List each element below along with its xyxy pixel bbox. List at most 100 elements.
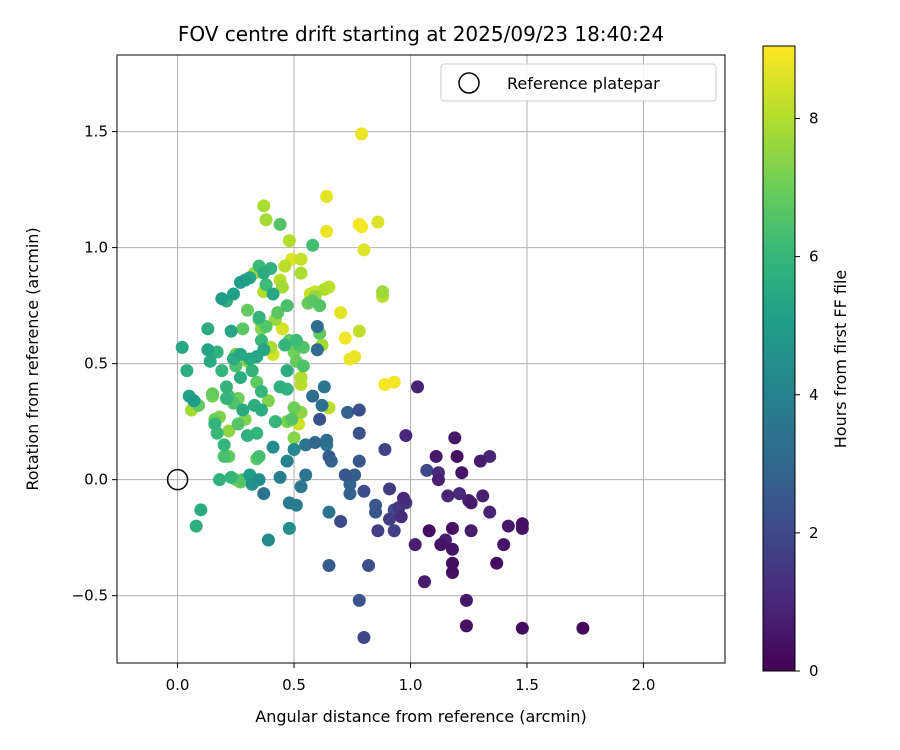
data-point	[320, 433, 334, 447]
data-point	[383, 482, 397, 496]
legend-marker-icon	[458, 72, 480, 94]
data-point	[341, 405, 355, 419]
data-point	[245, 364, 259, 378]
data-point	[254, 403, 268, 417]
data-point	[257, 199, 271, 213]
data-point	[194, 503, 208, 517]
data-point	[320, 190, 334, 204]
y-axis-ticks: −0.5 0.0 0.5 1.0 1.5	[72, 123, 117, 605]
colorbar-label: Hours from first FF file	[831, 270, 850, 449]
data-point	[278, 338, 292, 352]
data-point	[203, 354, 217, 368]
data-point	[252, 473, 266, 487]
data-point	[280, 299, 294, 313]
data-point	[348, 350, 362, 364]
data-point	[278, 259, 292, 273]
data-point	[280, 454, 294, 468]
data-point	[357, 484, 371, 498]
data-point	[261, 533, 275, 547]
data-point	[233, 347, 247, 361]
data-point	[464, 524, 478, 538]
data-point	[452, 487, 466, 501]
data-point	[445, 565, 459, 579]
data-point	[394, 510, 408, 524]
data-point	[219, 391, 233, 405]
y-tick-label: 1.5	[84, 123, 108, 141]
data-point	[338, 331, 352, 345]
y-tick-label: 0.0	[84, 471, 108, 489]
x-axis-label: Angular distance from reference (arcmin)	[255, 707, 586, 726]
data-point	[201, 322, 215, 336]
data-point	[294, 252, 308, 266]
data-point	[299, 468, 313, 482]
colorbar-tick-label: 2	[809, 524, 819, 542]
data-point	[254, 384, 268, 398]
legend-label: Reference platepar	[507, 74, 660, 93]
data-point	[259, 213, 273, 227]
data-point	[266, 440, 280, 454]
colorbar-tick-label: 0	[809, 662, 819, 680]
data-point	[268, 415, 282, 429]
colorbar: 0 2 4 6 8 Hours from first FF file	[762, 45, 850, 680]
data-point	[399, 429, 413, 443]
data-point	[445, 542, 459, 556]
data-point	[476, 489, 490, 503]
data-point	[459, 593, 473, 607]
data-point	[352, 454, 366, 468]
data-point	[320, 224, 334, 238]
data-point	[217, 438, 231, 452]
data-point	[287, 401, 301, 415]
data-point	[310, 343, 324, 357]
data-point	[397, 491, 411, 505]
data-point	[576, 621, 590, 635]
data-point	[187, 394, 201, 408]
data-point	[273, 217, 287, 231]
data-point	[429, 449, 443, 463]
data-point	[357, 630, 371, 644]
data-point	[259, 278, 273, 292]
x-tick-label: 0.0	[166, 676, 190, 694]
data-point	[473, 454, 487, 468]
data-point	[431, 473, 445, 487]
data-point	[357, 243, 371, 257]
x-tick-label: 1.0	[399, 676, 423, 694]
data-point	[515, 517, 529, 531]
data-point	[411, 380, 425, 394]
data-point	[445, 521, 459, 535]
data-point	[334, 514, 348, 528]
x-tick-label: 0.5	[282, 676, 306, 694]
colorbar-tick-label: 4	[809, 386, 819, 404]
data-point	[322, 449, 336, 463]
data-point	[348, 468, 362, 482]
x-tick-label: 2.0	[632, 676, 656, 694]
data-point	[294, 371, 308, 385]
data-point	[282, 521, 296, 535]
data-point	[308, 436, 322, 450]
data-point	[275, 280, 289, 294]
data-point	[387, 375, 401, 389]
data-point	[313, 299, 327, 313]
data-point	[383, 512, 397, 526]
data-point	[219, 380, 233, 394]
data-point	[371, 524, 385, 538]
data-point	[217, 449, 231, 463]
data-point	[315, 398, 329, 412]
colorbar-gradient	[762, 45, 796, 672]
data-point	[434, 538, 448, 552]
plot-frame	[116, 54, 726, 664]
data-point	[233, 275, 247, 289]
data-point	[226, 287, 240, 301]
data-point	[271, 306, 285, 320]
data-point	[252, 310, 266, 324]
data-point	[450, 449, 464, 463]
data-point	[280, 364, 294, 378]
data-point	[287, 443, 301, 457]
data-point	[212, 473, 226, 487]
data-point	[417, 575, 431, 589]
data-point	[371, 215, 385, 229]
legend: Reference platepar	[440, 63, 717, 102]
data-point	[352, 426, 366, 440]
chart-title: FOV centre drift starting at 2025/09/23 …	[178, 22, 664, 46]
data-point	[257, 266, 271, 280]
